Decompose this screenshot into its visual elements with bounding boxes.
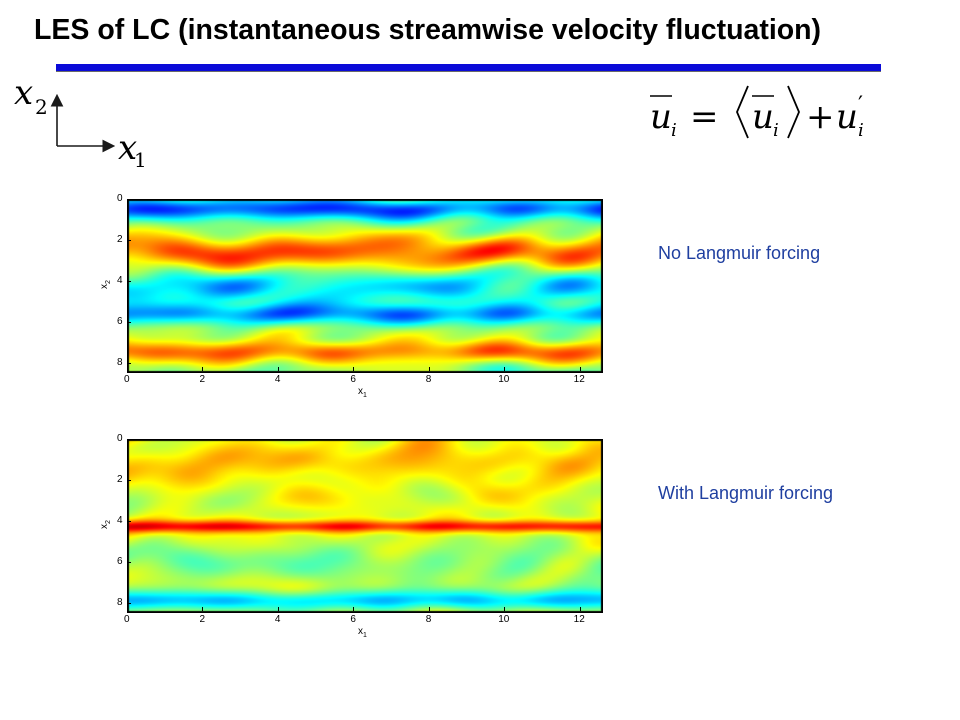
title-rule: [56, 64, 881, 72]
y-tick-label: 2: [117, 233, 123, 245]
x-axis-label: x1: [358, 626, 367, 639]
x-tick-mark: [202, 607, 204, 611]
x-tick-label: 4: [274, 374, 281, 385]
x-tick-mark: [127, 607, 128, 611]
y-tick-mark: [127, 561, 131, 563]
reynolds-decomposition-equation: u i = u i + u ′ i: [650, 85, 864, 141]
x-tick-label: 6: [350, 614, 356, 625]
x-tick-mark: [428, 607, 430, 611]
y-tick-mark: [127, 239, 131, 241]
x-tick-label: 4: [274, 614, 281, 625]
y-tick-label: 6: [117, 315, 123, 327]
x-tick-label: 2: [199, 614, 205, 625]
x1-axis-subscript: 1: [134, 148, 147, 172]
x-tick-mark: [579, 367, 581, 371]
x-tick-label: 10: [498, 374, 510, 385]
y-tick-label: 4: [117, 274, 123, 286]
y-tick-mark: [127, 362, 131, 364]
x-tick-mark: [428, 367, 430, 371]
y-tick-label: 6: [117, 555, 123, 567]
x-axis-label: x1: [358, 386, 367, 399]
x-tick-mark: [579, 607, 581, 611]
y-tick-mark: [127, 199, 131, 200]
velocity-field-image: [127, 439, 603, 613]
velocity-field-image: [127, 199, 603, 373]
x-tick-label: 0: [124, 614, 130, 625]
svg-text:u: u: [836, 97, 858, 137]
y-tick-mark: [127, 439, 131, 440]
velocity-fluctuation-plot-langmuir-forcing: 0 2 4 6 8 10 12 0 2 4 6 8 x1 x2: [99, 433, 603, 639]
x-tick-mark: [353, 607, 355, 611]
velocity-fluctuation-plot-no-forcing: 0 2 4 6 8 10 12 0 2 4 6 8 x1 x2: [99, 193, 603, 399]
y-tick-label: 8: [117, 596, 123, 608]
svg-text:′: ′: [858, 93, 863, 118]
x-tick-mark: [353, 367, 355, 371]
x-tick-mark: [277, 607, 279, 611]
x-tick-label: 0: [124, 374, 130, 385]
x-tick-mark: [127, 367, 128, 371]
x1-axis-letter: x: [118, 128, 137, 168]
x-tick-label: 12: [573, 374, 585, 385]
panel-label-no-forcing: No Langmuir forcing: [658, 243, 821, 263]
x-tick-label: 8: [425, 614, 432, 625]
y-tick-label: 4: [117, 514, 123, 526]
y-tick-mark: [127, 602, 131, 604]
panel-label-langmuir-forcing: With Langmuir forcing: [658, 483, 834, 503]
y-tick-label: 0: [117, 193, 123, 204]
y-tick-label: 2: [117, 473, 123, 485]
slide-title: LES of LC (instantaneous streamwise velo…: [34, 14, 822, 46]
x-tick-label: 8: [425, 374, 432, 385]
y-tick-mark: [127, 520, 131, 522]
x2-axis-subscript: 2: [35, 95, 48, 119]
x-tick-mark: [202, 367, 204, 371]
svg-text:i: i: [773, 120, 779, 141]
x-tick-mark: [504, 367, 506, 371]
svg-text:+: +: [806, 97, 835, 137]
svg-text:u: u: [650, 97, 672, 137]
y-tick-mark: [127, 321, 131, 323]
x-tick-label: 12: [573, 614, 585, 625]
y-tick-mark: [127, 479, 131, 481]
x2-axis-letter: x: [14, 73, 33, 113]
x-tick-label: 2: [199, 374, 205, 385]
y-tick-label: 0: [117, 433, 123, 444]
x-tick-mark: [504, 607, 506, 611]
x-tick-label: 10: [498, 614, 510, 625]
svg-text:=: =: [690, 97, 719, 137]
y-tick-label: 8: [117, 356, 123, 368]
x-tick-label: 6: [350, 374, 356, 385]
svg-text:u: u: [752, 97, 774, 137]
y-tick-mark: [127, 280, 131, 282]
x-tick-mark: [277, 367, 279, 371]
y-axis-label: x2: [98, 520, 112, 529]
svg-text:i: i: [671, 120, 677, 141]
svg-text:i: i: [858, 120, 864, 141]
y-axis-label: x2: [98, 280, 112, 289]
